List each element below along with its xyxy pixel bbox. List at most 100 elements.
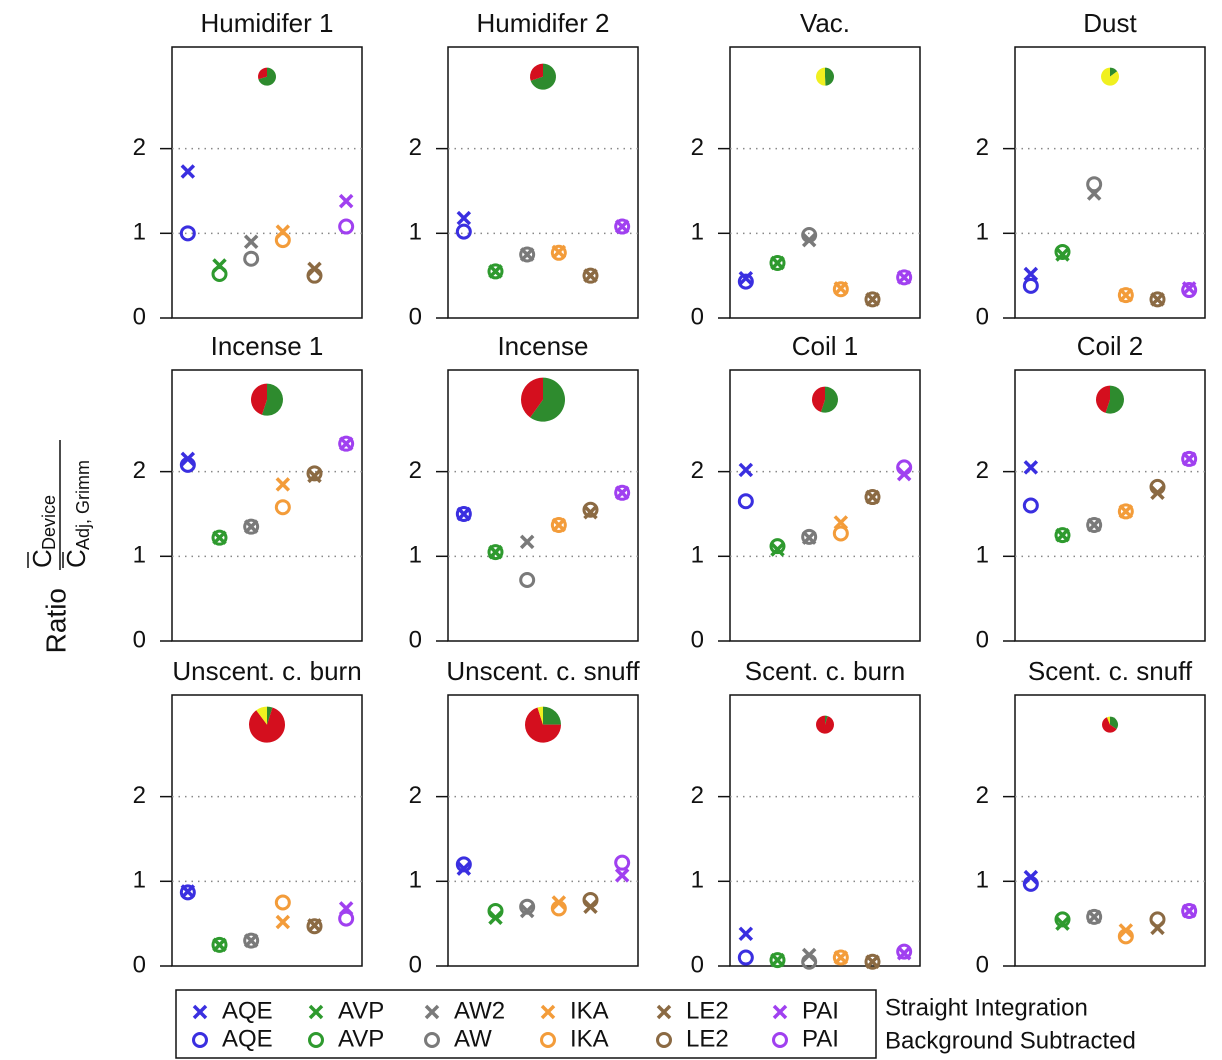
circle-marker xyxy=(832,525,849,542)
x-marker xyxy=(456,210,472,226)
legend-marker xyxy=(424,1032,440,1048)
legend-label: AVP xyxy=(338,1025,384,1052)
circle-marker xyxy=(769,952,786,969)
panel-title: Incense 1 xyxy=(211,331,324,361)
pie-slice xyxy=(530,377,565,422)
panel-title: Unscent. c. burn xyxy=(172,656,361,686)
y-tick-label: 0 xyxy=(409,951,422,978)
panel-title: Coil 1 xyxy=(792,331,858,361)
y-tick-label: 1 xyxy=(409,867,422,894)
circle-marker xyxy=(1022,875,1039,892)
legend-marker xyxy=(540,1004,556,1020)
legend-label: AQE xyxy=(222,1025,273,1052)
y-tick-label: 2 xyxy=(409,457,422,484)
circle-marker xyxy=(737,493,754,510)
circle-marker xyxy=(1181,282,1198,299)
pie-slice xyxy=(825,715,828,725)
panel-title: Unscent. c. snuff xyxy=(446,656,640,686)
y-tick-label: 2 xyxy=(409,134,422,161)
y-tick-label: 0 xyxy=(133,303,146,330)
y-tick-label: 1 xyxy=(976,867,989,894)
pie-slice xyxy=(520,377,543,418)
x-marker xyxy=(738,926,754,942)
legend-marker xyxy=(656,1032,672,1048)
y-label-den-sub: Adj, Grimm xyxy=(73,460,93,550)
pie-slice xyxy=(530,63,543,81)
x-marker xyxy=(833,515,849,530)
circle-marker xyxy=(896,943,913,960)
circle-marker xyxy=(455,505,472,522)
x-marker xyxy=(275,477,291,492)
x-marker xyxy=(456,861,472,876)
plot-frame xyxy=(171,694,363,967)
y-tick-label: 1 xyxy=(133,867,146,894)
plot-frame xyxy=(447,369,639,642)
pie-slice xyxy=(261,383,284,416)
legend-marker xyxy=(192,1032,208,1048)
y-tick-label: 1 xyxy=(133,542,146,569)
y-tick-label: 0 xyxy=(976,626,989,653)
circle-marker xyxy=(832,281,849,298)
x-marker xyxy=(738,462,754,478)
circle-marker xyxy=(832,949,849,966)
pie-slice xyxy=(1102,717,1117,733)
legend-label: IKA xyxy=(570,1025,609,1052)
x-marker xyxy=(738,270,754,286)
y-tick-label: 2 xyxy=(133,782,146,809)
x-marker xyxy=(180,164,196,179)
pie-slice xyxy=(816,67,826,86)
pie-slice xyxy=(1096,385,1110,413)
y-tick-label: 0 xyxy=(409,626,422,653)
x-marker xyxy=(275,914,291,930)
legend-label: PAI xyxy=(802,997,839,1024)
panel-title: Scent. c. burn xyxy=(745,656,905,686)
legend-label: LE2 xyxy=(686,997,729,1024)
circle-marker xyxy=(864,489,881,506)
y-label-den: C xyxy=(61,549,91,568)
circle-marker xyxy=(1181,450,1198,467)
circle-marker xyxy=(896,459,913,476)
circle-marker xyxy=(801,953,818,970)
y-tick-label: 1 xyxy=(691,219,704,246)
circle-marker xyxy=(1149,478,1166,495)
pie-slice xyxy=(537,706,543,725)
circle-marker xyxy=(769,254,786,271)
y-label-prefix: Ratio xyxy=(40,588,71,653)
panel-title: Incense xyxy=(497,331,588,361)
y-tick-label: 2 xyxy=(691,457,704,484)
panel-title: Coil 2 xyxy=(1077,331,1143,361)
panel-title: Vac. xyxy=(800,8,850,38)
circle-marker xyxy=(519,572,536,589)
x-marker xyxy=(1023,266,1039,282)
circle-marker xyxy=(1054,243,1071,260)
circle-marker xyxy=(864,953,881,970)
y-tick-label: 1 xyxy=(409,219,422,246)
pie-slice xyxy=(258,67,267,80)
circle-marker xyxy=(550,516,567,533)
y-tick-label: 1 xyxy=(133,219,146,246)
y-tick-label: 0 xyxy=(976,303,989,330)
circle-marker xyxy=(582,501,599,518)
plot-frame xyxy=(1014,369,1206,642)
circle-marker xyxy=(487,263,504,280)
circle-marker xyxy=(274,499,291,516)
legend-label: AW2 xyxy=(454,997,505,1024)
circle-marker xyxy=(582,267,599,284)
circle-marker xyxy=(306,267,323,284)
x-marker xyxy=(519,903,535,919)
circle-marker xyxy=(1086,516,1103,533)
plot-frame xyxy=(447,46,639,319)
circle-marker xyxy=(243,932,260,949)
circle-marker xyxy=(1054,527,1071,544)
x-marker xyxy=(338,193,354,209)
legend-series-label: Background Subtracted xyxy=(885,1027,1136,1054)
legend-marker xyxy=(540,1032,556,1048)
circle-marker xyxy=(550,244,567,261)
legend-label: AQE xyxy=(222,997,273,1024)
y-tick-label: 2 xyxy=(691,782,704,809)
circle-marker xyxy=(1086,908,1103,925)
pie-slice xyxy=(543,706,561,725)
circle-marker xyxy=(243,250,260,267)
pie-slice xyxy=(1101,67,1119,86)
circle-marker xyxy=(274,894,291,911)
